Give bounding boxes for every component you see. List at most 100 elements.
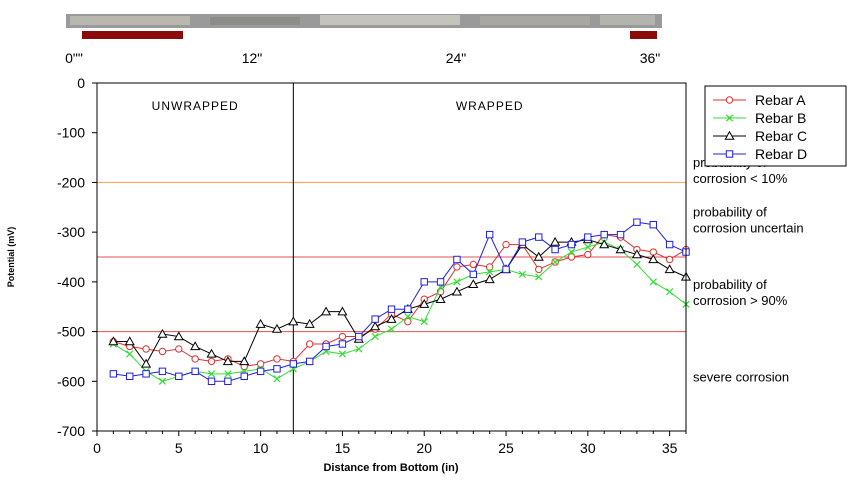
- y-tick-label-2: -200: [57, 174, 85, 190]
- zone-annotation-line: corrosion > 90%: [693, 293, 788, 308]
- data-point-rebar-c: [484, 274, 495, 284]
- data-point-rebar-d: [207, 377, 216, 385]
- y-tick-label-0: 0: [77, 75, 85, 91]
- data-point-rebar-d: [518, 238, 527, 246]
- data-point-rebar-d: [420, 278, 428, 286]
- data-point-rebar-d: [551, 245, 559, 254]
- specimen-photo-texture-2: [210, 17, 300, 25]
- data-point-rebar-d: [305, 357, 314, 366]
- data-point-rebar-d: [567, 240, 576, 249]
- data-point-rebar-b: [224, 370, 232, 378]
- data-point-rebar-b: [453, 278, 461, 286]
- data-point-rebar-b: [584, 243, 592, 251]
- data-point-rebar-a: [584, 250, 592, 259]
- wrap-marker-bar-right: [630, 31, 657, 39]
- x-tick-label-0: 0: [93, 440, 101, 456]
- data-point-rebar-a: [158, 347, 167, 356]
- data-point-rebar-d: [485, 230, 494, 239]
- data-point-rebar-a: [305, 340, 314, 348]
- data-point-rebar-c: [255, 318, 266, 328]
- y-axis-title: Potential (mV): [6, 227, 16, 288]
- series-rebar-b: [109, 238, 690, 385]
- data-point-rebar-d: [469, 270, 478, 279]
- data-point-rebar-b: [371, 332, 379, 341]
- data-point-rebar-c: [599, 239, 610, 249]
- zone-annotation-line: probability of: [693, 205, 767, 220]
- data-point-rebar-c: [124, 336, 135, 346]
- zone-annotation-line: severe corrosion: [693, 369, 789, 384]
- series-rebar-d: [109, 218, 690, 385]
- data-point-rebar-c: [435, 294, 446, 303]
- zone-annotation-line: corrosion uncertain: [693, 221, 804, 236]
- legend-marker-rebar-d: [725, 150, 734, 158]
- data-point-rebar-b: [633, 260, 641, 269]
- data-point-rebar-a: [273, 355, 281, 363]
- legend-label-rebar-c: Rebar C: [755, 128, 807, 144]
- data-point-rebar-c: [239, 356, 250, 366]
- zone-annotation-3: severe corrosion: [693, 369, 789, 384]
- y-tick-label-3: -300: [57, 224, 85, 240]
- strip-marker-0: 0"": [65, 50, 83, 66]
- data-point-rebar-c: [664, 264, 675, 274]
- region-label-unwrapped: UNWRAPPED: [152, 99, 239, 113]
- data-point-rebar-c: [386, 313, 397, 323]
- x-tick-label-4: 20: [416, 440, 432, 456]
- specimen-photo-texture-1: [70, 16, 190, 25]
- series-rebar-a: [109, 230, 690, 371]
- data-point-rebar-c: [337, 306, 348, 316]
- legend-label-rebar-a: Rebar A: [755, 92, 806, 108]
- data-point-rebar-d: [109, 370, 118, 378]
- specimen-photo-texture-3: [320, 15, 460, 25]
- data-point-rebar-a: [191, 355, 199, 363]
- data-point-rebar-d: [191, 367, 199, 376]
- x-tick-label-6: 30: [580, 440, 596, 456]
- data-point-rebar-d: [616, 230, 625, 239]
- x-tick-label-7: 35: [662, 440, 678, 456]
- data-point-rebar-a: [256, 360, 265, 368]
- data-point-rebar-a: [485, 263, 494, 271]
- data-point-rebar-d: [338, 340, 347, 348]
- data-point-rebar-a: [535, 265, 543, 274]
- data-point-rebar-d: [387, 305, 396, 313]
- data-point-rebar-d: [289, 360, 298, 368]
- data-point-rebar-c: [648, 254, 659, 264]
- data-point-rebar-d: [355, 332, 363, 341]
- data-point-rebar-c: [533, 251, 544, 261]
- zone-annotation-1: probability of corrosion uncertain: [693, 205, 804, 236]
- legend: Rebar A Rebar B Rebar C Rebar D: [704, 85, 847, 167]
- data-point-rebar-d: [502, 265, 510, 274]
- data-point-rebar-c: [451, 286, 463, 296]
- data-point-rebar-c: [206, 348, 217, 358]
- data-point-rebar-b: [420, 318, 428, 326]
- zone-annotation-2: probability of corrosion > 90%: [693, 277, 788, 308]
- data-point-rebar-a: [338, 332, 347, 341]
- series-line-rebar-d: [113, 221, 687, 382]
- series-line-rebar-b: [113, 241, 687, 382]
- data-point-rebar-b: [338, 350, 347, 358]
- data-point-rebar-d: [600, 230, 608, 239]
- data-point-rebar-b: [567, 248, 576, 256]
- x-tick-label-2: 10: [253, 440, 269, 456]
- specimen-photo-texture-5: [600, 15, 655, 25]
- x-tick-label-1: 5: [175, 440, 183, 456]
- data-series: [108, 218, 692, 385]
- zone-annotations: probability of corrosion < 10% probability…: [693, 155, 804, 384]
- data-point-rebar-b: [273, 375, 281, 383]
- data-point-rebar-d: [240, 372, 248, 381]
- data-point-rebar-c: [271, 323, 283, 333]
- data-point-rebar-c: [108, 336, 119, 346]
- data-point-rebar-d: [436, 278, 445, 286]
- strip-marker-36: 36": [640, 50, 661, 66]
- data-point-rebar-d: [158, 367, 167, 376]
- data-point-rebar-a: [502, 240, 510, 249]
- x-tick-label-3: 15: [335, 440, 351, 456]
- data-point-rebar-b: [518, 270, 527, 279]
- data-point-rebar-d: [665, 240, 674, 249]
- y-tick-label-1: -100: [57, 125, 85, 141]
- data-point-rebar-a: [404, 317, 412, 326]
- data-point-rebar-d: [535, 233, 543, 241]
- data-point-rebar-c: [468, 279, 479, 289]
- data-point-rebar-b: [207, 370, 216, 378]
- data-point-rebar-b: [649, 278, 657, 286]
